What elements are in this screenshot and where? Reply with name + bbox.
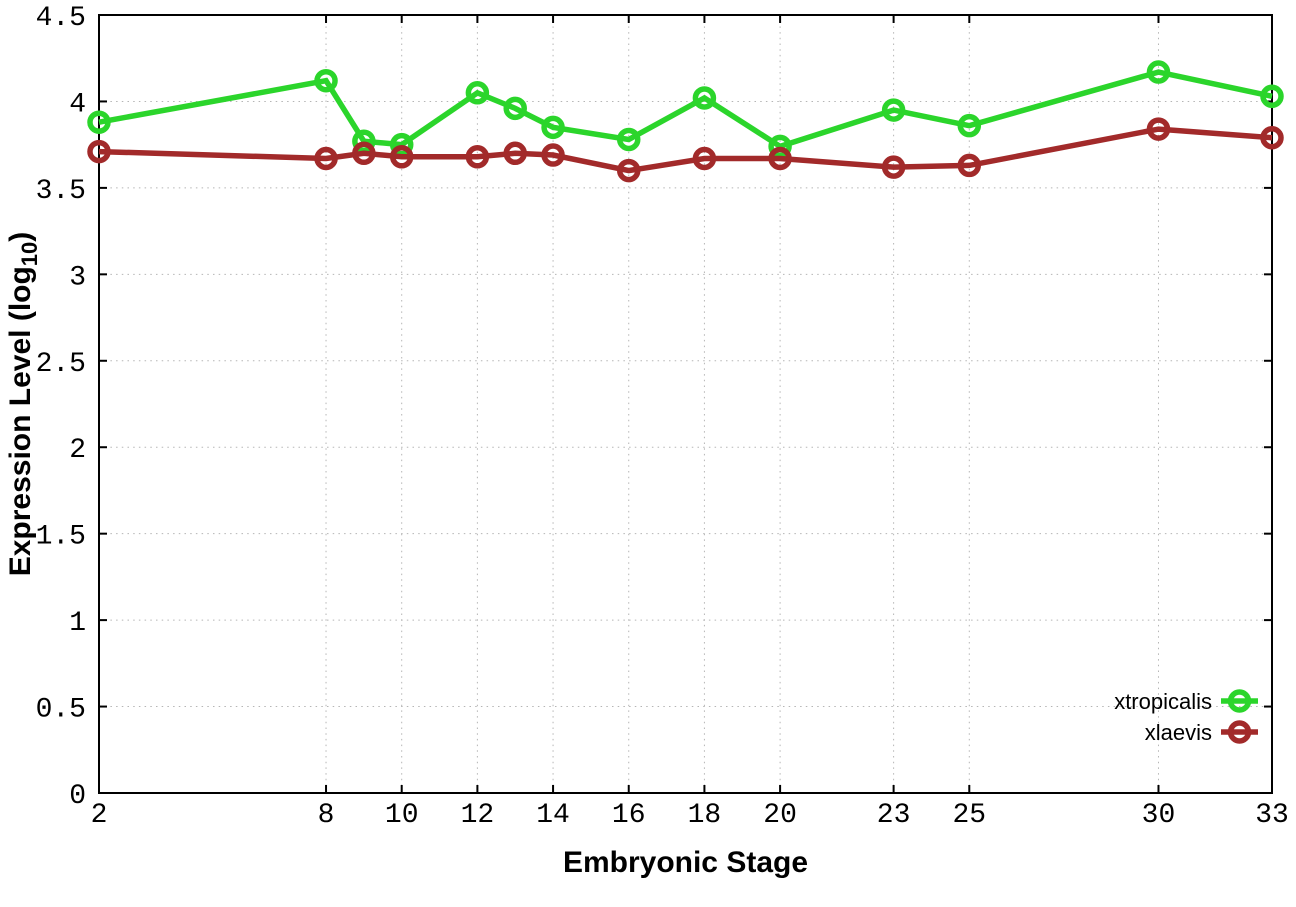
xtropicalis-data-point <box>768 134 792 159</box>
y-axis-title: Expression Level (log10) <box>4 232 42 577</box>
y-tick-label: 2.5 <box>36 349 86 380</box>
x-tick-label: 30 <box>1142 800 1176 831</box>
xtropicalis-data-point <box>1260 84 1284 109</box>
axis-ticks <box>98 14 1273 794</box>
xlaevis-data-point <box>881 155 906 179</box>
x-tick-labels: 2 8 10 12 14 16 18 20 23 25 30 33 <box>91 800 1289 831</box>
xlaevis-data-point <box>616 158 641 183</box>
xtropicalis-data-point <box>692 86 717 110</box>
y-tick-label: 0 <box>69 781 86 812</box>
legend-label: xtropicalis <box>1114 689 1212 714</box>
x-tick-label: 12 <box>461 800 495 831</box>
legend-sample-marker <box>1227 720 1252 744</box>
xlaevis-line <box>98 126 1273 174</box>
y-tick-label: 2 <box>69 435 86 466</box>
xtropicalis-data-point <box>541 115 565 140</box>
y-tick-label: 3.5 <box>36 176 86 207</box>
xlaevis-data-point <box>692 146 717 171</box>
legend-item-xlaevis: xlaevis <box>1145 720 1258 745</box>
y-tick-label: 4 <box>69 89 86 120</box>
x-tick-label: 23 <box>877 800 911 831</box>
xtropicalis-line <box>98 69 1273 150</box>
x-tick-label: 2 <box>91 800 108 831</box>
x-tick-label: 14 <box>536 800 570 831</box>
x-tick-label: 20 <box>763 800 797 831</box>
legend-item-xtropicalis: xtropicalis <box>1114 689 1258 714</box>
xtropicalis-data-point <box>314 68 338 93</box>
y-tick-label: 1 <box>69 608 86 639</box>
xtropicalis-data-point <box>881 98 906 122</box>
xlaevis-data-point <box>957 153 982 178</box>
xtropicalis-data-point <box>616 127 641 152</box>
y-tick-label: 1.5 <box>36 522 86 553</box>
xlaevis-data-point <box>389 145 414 169</box>
xlaevis-data-point <box>768 146 792 171</box>
xlaevis-data-point <box>1260 126 1284 150</box>
x-tick-label: 25 <box>952 800 986 831</box>
xlaevis-data-point <box>465 145 490 169</box>
series-xtropicalis <box>87 60 1284 159</box>
xlaevis-data-point <box>1146 117 1171 141</box>
x-axis-title: Embryonic Stage <box>563 846 808 879</box>
grid-lines <box>98 14 1273 794</box>
x-tick-label: 8 <box>318 800 335 831</box>
y-tick-label: 4.5 <box>36 3 86 34</box>
x-tick-label: 33 <box>1255 800 1289 831</box>
legend: xtropicalis xlaevis <box>1114 689 1258 745</box>
xlaevis-data-point <box>314 146 338 171</box>
xtropicalis-data-point <box>352 129 376 153</box>
legend-sample-marker <box>1227 689 1252 713</box>
xtropicalis-data-point <box>1146 60 1171 84</box>
y-tick-label: 0.5 <box>36 695 86 726</box>
xtropicalis-data-point <box>87 110 111 134</box>
xtropicalis-data-point <box>957 113 982 138</box>
xtropicalis-data-point <box>503 96 527 121</box>
series-xlaevis <box>87 117 1284 183</box>
legend-label: xlaevis <box>1145 720 1212 745</box>
plot-border <box>98 14 1273 794</box>
x-tick-label: 10 <box>385 800 419 831</box>
xlaevis-data-point <box>352 141 376 166</box>
y-tick-labels: 0 0.5 1 1.5 2 2.5 3 3.5 4 4.5 <box>36 3 86 812</box>
xlaevis-data-point <box>87 139 111 164</box>
xlaevis-data-point <box>503 141 527 166</box>
xlaevis-data-point <box>541 143 565 167</box>
x-tick-label: 18 <box>688 800 722 831</box>
xtropicalis-data-point <box>465 81 490 105</box>
y-tick-label: 3 <box>69 262 86 293</box>
x-tick-label: 16 <box>612 800 646 831</box>
xtropicalis-data-point <box>389 132 414 157</box>
